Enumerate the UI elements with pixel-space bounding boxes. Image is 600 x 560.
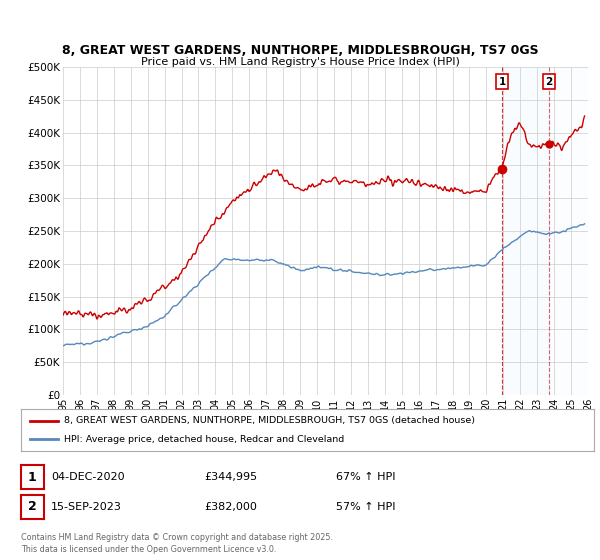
Bar	[502, 67, 549, 395]
Text: 15-SEP-2023: 15-SEP-2023	[51, 502, 122, 512]
Text: HPI: Average price, detached house, Redcar and Cleveland: HPI: Average price, detached house, Redc…	[64, 435, 344, 444]
Text: 57% ↑ HPI: 57% ↑ HPI	[336, 502, 395, 512]
Text: 04-DEC-2020: 04-DEC-2020	[51, 472, 125, 482]
Bar	[549, 67, 588, 395]
Text: 1: 1	[499, 77, 506, 87]
Text: 67% ↑ HPI: 67% ↑ HPI	[336, 472, 395, 482]
Text: 8, GREAT WEST GARDENS, NUNTHORPE, MIDDLESBROUGH, TS7 0GS: 8, GREAT WEST GARDENS, NUNTHORPE, MIDDLE…	[62, 44, 538, 57]
Text: Price paid vs. HM Land Registry's House Price Index (HPI): Price paid vs. HM Land Registry's House …	[140, 57, 460, 67]
Text: £344,995: £344,995	[204, 472, 257, 482]
Text: 1: 1	[28, 470, 37, 484]
Text: Contains HM Land Registry data © Crown copyright and database right 2025.
This d: Contains HM Land Registry data © Crown c…	[21, 533, 333, 554]
Text: 2: 2	[28, 500, 37, 514]
Text: £382,000: £382,000	[204, 502, 257, 512]
Text: 2: 2	[545, 77, 553, 87]
Text: 8, GREAT WEST GARDENS, NUNTHORPE, MIDDLESBROUGH, TS7 0GS (detached house): 8, GREAT WEST GARDENS, NUNTHORPE, MIDDLE…	[64, 416, 475, 425]
